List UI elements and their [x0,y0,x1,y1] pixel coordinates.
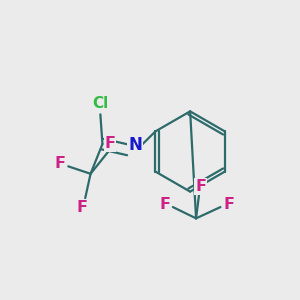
Text: F: F [195,179,206,194]
Text: F: F [159,197,170,212]
Text: Cl: Cl [92,95,109,110]
Text: F: F [223,197,234,212]
Text: F: F [105,136,116,151]
Text: N: N [128,136,142,154]
Text: F: F [54,157,65,172]
Text: F: F [77,200,88,214]
